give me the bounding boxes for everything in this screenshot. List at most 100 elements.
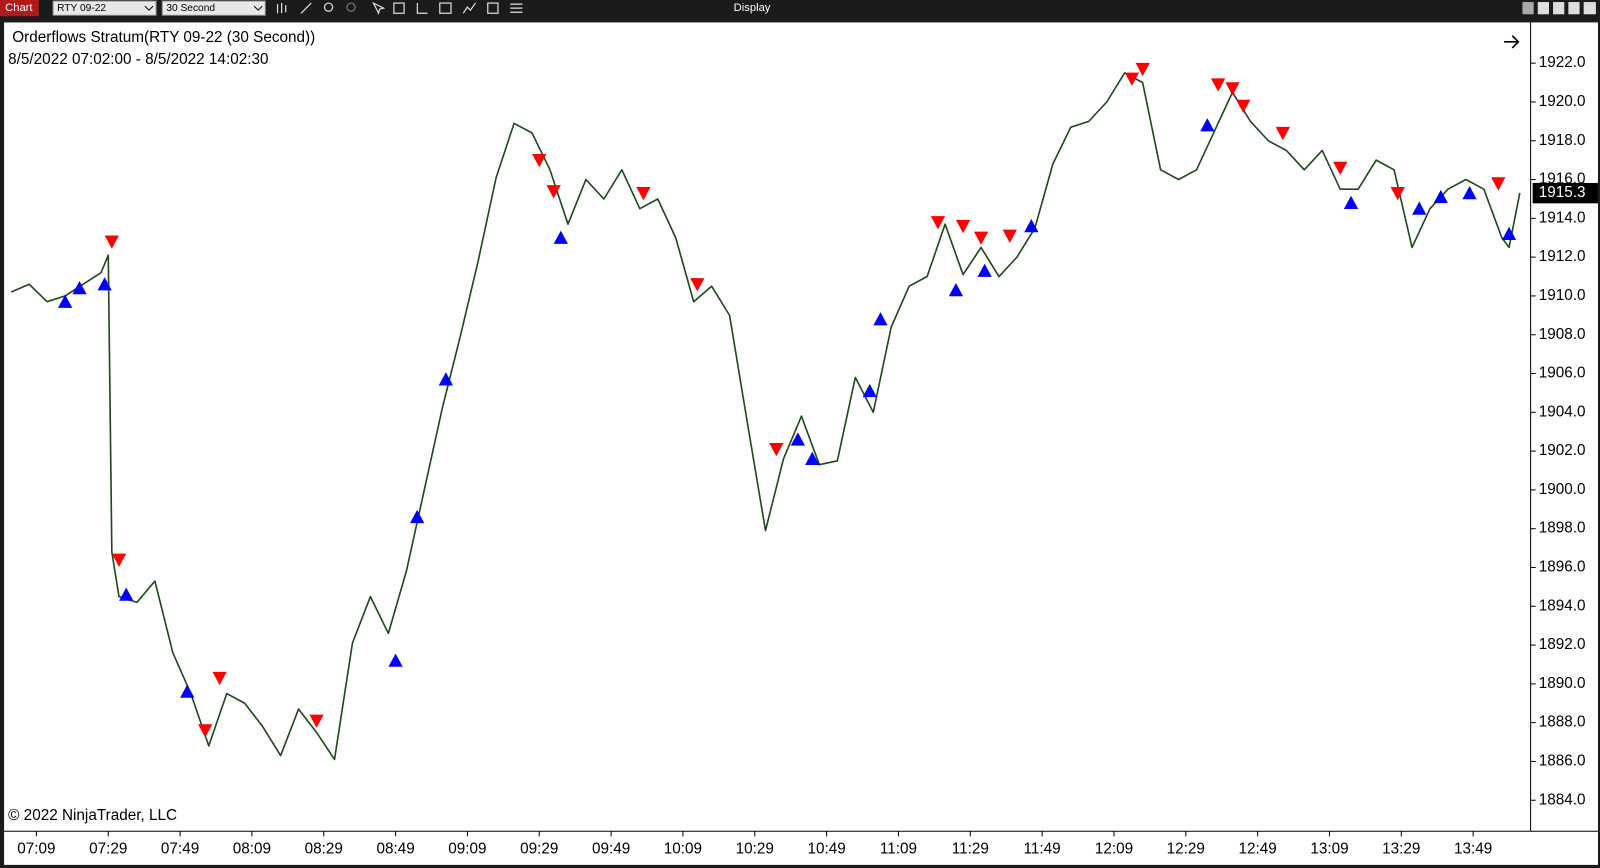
chart-title: Orderflows Stratum(RTY 09-22 (30 Second)… xyxy=(12,29,315,46)
sell-signal xyxy=(930,216,946,230)
dropdown-arrow xyxy=(253,5,263,11)
price-line xyxy=(10,72,1521,761)
buy-signal xyxy=(805,451,820,465)
y-tick-label: 1910.0 xyxy=(1539,287,1586,304)
x-tick-label: 13:29 xyxy=(1382,841,1420,858)
sell-signal xyxy=(636,187,651,201)
x-tick-label: 09:29 xyxy=(520,841,558,858)
x-tick-label: 07:49 xyxy=(161,841,199,858)
buy-signal xyxy=(1024,218,1039,233)
x-tick-label: 10:29 xyxy=(736,841,774,858)
sell-signal xyxy=(690,278,705,292)
x-tick-label: 12:49 xyxy=(1238,841,1276,858)
y-tick-label: 1900.0 xyxy=(1539,481,1586,498)
bottom-bar xyxy=(0,864,1600,868)
buy-signal xyxy=(977,263,992,277)
x-tick-label: 09:49 xyxy=(592,841,630,858)
buy-signal xyxy=(180,684,195,698)
instrument-label: RTY 09-22 xyxy=(57,3,106,14)
buy-signal xyxy=(438,372,454,386)
x-tick-label: 11:09 xyxy=(880,841,917,858)
last-price-box xyxy=(1532,182,1598,204)
buy-signal xyxy=(1433,189,1448,204)
x-tick-label: 10:09 xyxy=(664,841,702,858)
x-tick-label: 08:29 xyxy=(305,841,343,858)
x-tick-label: 11:29 xyxy=(952,841,989,858)
buy-signal xyxy=(1343,195,1359,209)
sell-signal xyxy=(104,235,119,249)
tab-label: Chart xyxy=(5,2,33,14)
sell-signal xyxy=(1002,229,1017,243)
y-tick-label: 1894.0 xyxy=(1539,597,1586,614)
copyright: © 2022 NinjaTrader, LLC xyxy=(8,807,177,824)
x-tick-label: 07:29 xyxy=(89,841,127,858)
buy-signal xyxy=(119,587,134,601)
y-tick-label: 1898.0 xyxy=(1539,520,1586,537)
buy-signal xyxy=(553,230,568,244)
y-tick-label: 1922.0 xyxy=(1539,54,1586,71)
interval-label: 30 Second xyxy=(166,3,215,14)
x-tick-label: 13:09 xyxy=(1310,841,1348,858)
buy-signal xyxy=(1462,185,1477,200)
x-tick-label: 08:49 xyxy=(376,841,414,858)
y-tick-label: 1884.0 xyxy=(1539,791,1586,808)
buy-signal xyxy=(97,277,112,291)
sell-signal xyxy=(1333,161,1348,176)
buy-signal xyxy=(410,509,425,524)
y-tick-label: 1908.0 xyxy=(1539,326,1586,343)
x-tick-label: 08:09 xyxy=(233,841,271,858)
y-tick-label: 1886.0 xyxy=(1539,753,1586,770)
scroll-arrow[interactable] xyxy=(1504,35,1520,49)
sell-signal xyxy=(546,185,561,199)
y-tick-label: 1904.0 xyxy=(1539,403,1586,420)
x-tick-label: 13:49 xyxy=(1454,841,1492,858)
x-tick-label: 07:09 xyxy=(17,841,55,858)
y-tick-label: 1914.0 xyxy=(1539,209,1586,226)
sell-signal xyxy=(1390,187,1405,201)
sell-signal xyxy=(1124,72,1140,86)
x-tick-label: 12:09 xyxy=(1095,841,1133,858)
sell-signal xyxy=(769,443,784,457)
y-tick-label: 1896.0 xyxy=(1539,559,1586,576)
buy-signal xyxy=(1200,118,1215,132)
y-tick-label: 1888.0 xyxy=(1539,714,1586,731)
buy-signal xyxy=(790,432,806,446)
sell-signal xyxy=(111,553,127,567)
sell-signal xyxy=(1210,78,1226,92)
instrument-dropdown[interactable] xyxy=(52,0,157,16)
sell-signal xyxy=(212,671,227,686)
date-range: 8/5/2022 07:02:00 - 8/5/2022 14:02:30 xyxy=(8,51,268,68)
buy-signal xyxy=(58,294,73,308)
y-tick-label: 1912.0 xyxy=(1539,248,1586,265)
interval-dropdown[interactable] xyxy=(161,0,266,16)
sell-signal xyxy=(1275,126,1290,141)
buy-signal xyxy=(862,383,877,398)
chart-tab[interactable] xyxy=(0,0,39,17)
x-tick-label: 10:49 xyxy=(807,841,845,858)
sell-signal xyxy=(1135,62,1150,77)
sell-signal xyxy=(309,714,324,728)
y-tick-label: 1920.0 xyxy=(1539,93,1586,110)
sell-signal xyxy=(532,154,547,168)
menu-display[interactable]: Display xyxy=(734,2,771,14)
window-buttons[interactable] xyxy=(1522,2,1596,15)
y-tick-label: 1892.0 xyxy=(1539,636,1586,653)
buy-signal xyxy=(1501,226,1517,240)
sell-signal xyxy=(1491,177,1506,191)
dropdown-arrow xyxy=(144,5,154,11)
x-tick-label: 11:49 xyxy=(1024,841,1061,858)
buy-signal xyxy=(72,281,87,295)
buy-signal xyxy=(388,653,403,667)
x-tick-label: 12:29 xyxy=(1167,841,1205,858)
sell-signal xyxy=(198,724,213,738)
sell-signal xyxy=(1236,99,1251,113)
sell-signal xyxy=(973,231,989,245)
y-tick-label: 1890.0 xyxy=(1539,675,1586,692)
y-tick-label: 1902.0 xyxy=(1539,442,1586,459)
y-tick-label: 1918.0 xyxy=(1539,132,1586,149)
toolbar-icons[interactable] xyxy=(276,1,523,16)
sell-signal xyxy=(955,219,971,234)
y-tick-label: 1906.0 xyxy=(1539,365,1586,382)
